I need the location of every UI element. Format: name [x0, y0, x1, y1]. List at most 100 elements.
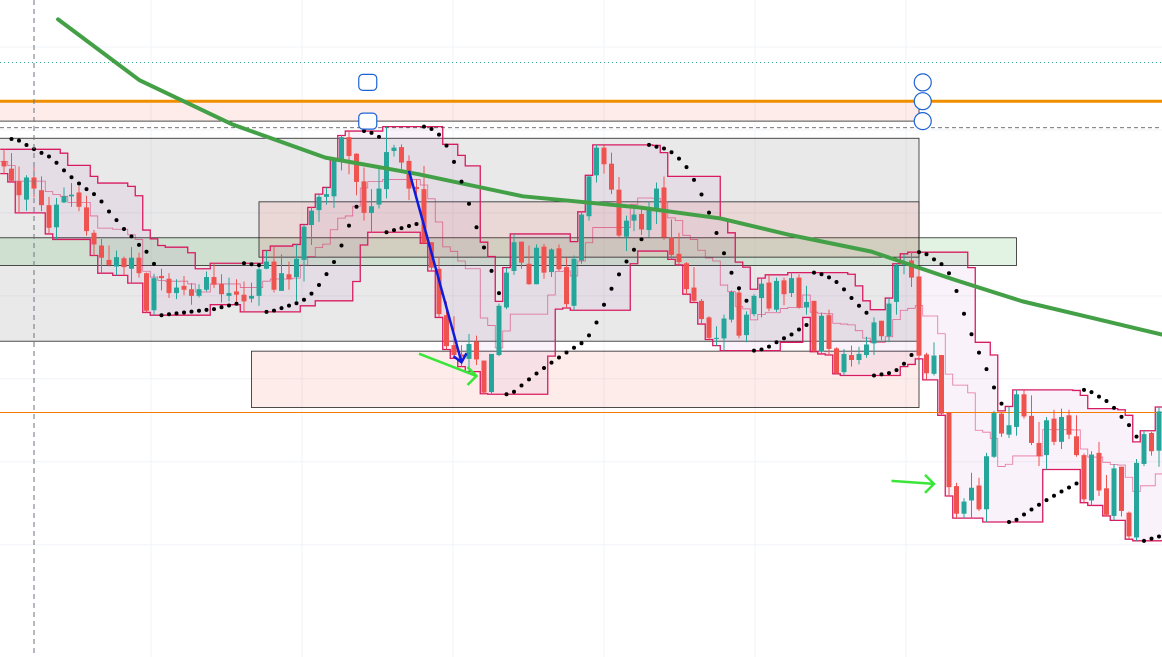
sar-dot: [9, 136, 14, 141]
candle-body: [249, 295, 254, 299]
sar-dot: [857, 303, 861, 308]
sar-dot: [894, 368, 899, 373]
price-channel: [0, 125, 1162, 542]
arrows: [407, 170, 936, 494]
candle-body: [616, 189, 622, 236]
candle-body: [256, 269, 262, 296]
horizontal-lines: [0, 61, 1162, 414]
sar-dot: [54, 160, 59, 165]
candle-body: [99, 245, 104, 258]
parabolic-sar: [9, 124, 1161, 543]
sar-dot: [519, 383, 524, 388]
candle-body: [864, 344, 869, 356]
signal-arrow: [418, 352, 477, 378]
candle-body: [9, 168, 14, 181]
candle-body: [481, 360, 487, 393]
candle-body: [1149, 432, 1154, 452]
candle-body: [624, 220, 629, 237]
candle-body: [781, 280, 787, 295]
sar-dot: [662, 146, 666, 151]
candle-body: [1006, 425, 1012, 435]
candle-body: [286, 274, 292, 280]
candle-body: [121, 258, 127, 268]
sar-dot: [384, 230, 389, 235]
candle-body: [759, 283, 764, 299]
channel-fill: [0, 126, 1162, 541]
sar-dot: [992, 385, 996, 390]
sar-dot: [467, 201, 471, 206]
sar-dot: [339, 243, 344, 248]
candle-body: [1059, 416, 1064, 442]
candle-body: [1134, 462, 1139, 538]
candle-body: [1141, 434, 1147, 464]
candle-body: [339, 137, 344, 161]
sar-dot: [1104, 399, 1109, 404]
candle-body: [376, 188, 382, 205]
sar-dot: [1022, 512, 1026, 517]
candle-body: [909, 260, 914, 278]
sar-dot: [1037, 502, 1041, 507]
sar-dot: [722, 251, 726, 256]
candlesticks: [1, 126, 1162, 541]
candle-body: [196, 289, 202, 296]
zone-edge-handle[interactable]: [913, 92, 932, 111]
sar-dot: [407, 224, 411, 229]
candle-body: [879, 320, 884, 337]
candle-body: [939, 355, 944, 414]
sar-dot: [1157, 534, 1161, 539]
sar-dot: [1067, 485, 1071, 490]
candle-body: [189, 289, 194, 296]
drawing-handles[interactable]: [358, 73, 932, 131]
sar-dot: [714, 230, 719, 235]
zone-handle[interactable]: [358, 73, 378, 91]
sar-dot: [219, 305, 224, 310]
candle-body: [489, 353, 494, 393]
sar-dot: [279, 306, 284, 311]
zone-handle[interactable]: [358, 112, 378, 130]
sar-dot: [197, 308, 201, 313]
sar-dot: [302, 297, 306, 302]
zone-edge-handle[interactable]: [913, 73, 932, 92]
sar-dot: [812, 270, 816, 275]
candle-body: [871, 322, 877, 344]
sar-dot: [1029, 507, 1034, 512]
candle-body: [886, 303, 892, 337]
candle-body: [841, 353, 847, 373]
zone-edge-handle[interactable]: [913, 112, 932, 131]
candle-body: [834, 348, 839, 374]
sar-dot: [474, 225, 479, 230]
sar-dot: [497, 291, 501, 296]
sar-dot: [47, 154, 51, 159]
sar-dot: [377, 134, 381, 139]
sar-dot: [1089, 390, 1094, 395]
resistance-zone: [0, 100, 920, 122]
sar-dot: [99, 199, 104, 204]
sar-dot: [587, 333, 591, 338]
sar-dot: [144, 249, 149, 254]
sar-dot: [1097, 394, 1101, 399]
sar-dot: [257, 263, 261, 268]
sar-dot: [369, 130, 374, 135]
candle-body: [526, 263, 532, 285]
signal-arrow-head: [466, 366, 479, 386]
candle-body: [211, 277, 217, 285]
sar-dot: [264, 309, 269, 314]
signal-arrow: [891, 479, 935, 486]
sar-dot: [542, 365, 546, 370]
sar-dot: [564, 350, 569, 355]
sar-dot: [1134, 434, 1139, 439]
candle-body: [264, 261, 269, 269]
sar-dot: [752, 348, 756, 353]
sar-dot: [909, 352, 914, 357]
sar-dot: [399, 226, 404, 231]
candle-body: [496, 305, 502, 356]
sar-dot: [842, 287, 846, 292]
candle-body: [466, 343, 472, 359]
candle-body: [136, 257, 142, 274]
sar-dot: [347, 223, 351, 228]
sar-dot: [1149, 536, 1154, 541]
sma-line: [56, 17, 1162, 337]
sar-dot: [212, 307, 216, 312]
